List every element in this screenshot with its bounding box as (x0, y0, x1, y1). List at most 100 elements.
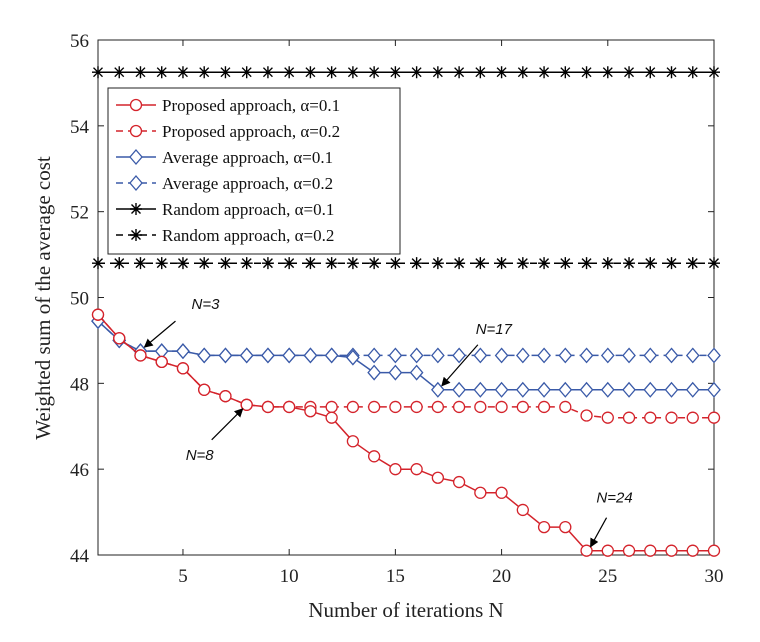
data-point (580, 544, 593, 557)
data-point (474, 486, 487, 499)
data-point (453, 257, 466, 270)
data-point (155, 355, 168, 369)
annotation-arrow (143, 320, 176, 348)
data-point (410, 400, 423, 414)
data-point (644, 411, 657, 424)
data-point (452, 475, 466, 489)
data-point (600, 347, 615, 364)
data-point (410, 66, 423, 79)
data-point (665, 66, 678, 79)
data-point (113, 66, 126, 79)
data-point (368, 257, 381, 270)
data-point (389, 66, 402, 79)
series-1 (91, 308, 721, 557)
data-point (622, 347, 636, 364)
legend-swatch-marker (129, 175, 143, 191)
data-point (516, 257, 529, 270)
legend-entry: Average approach, α=0.1 (116, 148, 333, 167)
data-point (707, 411, 721, 424)
series-5 (92, 66, 720, 79)
data-point (559, 257, 572, 270)
legend-entry: Proposed approach, α=0.1 (116, 96, 340, 115)
data-point (708, 257, 720, 270)
data-point (686, 544, 699, 557)
legend-swatch-marker (129, 98, 143, 112)
data-point (198, 66, 211, 79)
legend-label: Average approach, α=0.1 (162, 148, 333, 167)
series-line (97, 320, 714, 357)
data-point (623, 66, 636, 79)
data-point (579, 381, 594, 398)
data-point (239, 347, 254, 364)
data-point (261, 400, 275, 414)
data-point (538, 66, 551, 79)
data-point (707, 381, 721, 398)
data-point (452, 400, 466, 414)
legend-label: Random approach, α=0.2 (162, 226, 334, 245)
data-point (452, 347, 466, 364)
data-point (198, 257, 211, 270)
data-point (580, 409, 593, 422)
data-point (707, 347, 721, 364)
x-tick-label: 5 (178, 566, 188, 587)
data-point (600, 381, 615, 398)
data-point (324, 347, 339, 364)
annotation-label: N=17 (476, 321, 513, 338)
data-point (325, 411, 338, 424)
data-point (197, 347, 212, 364)
data-point (559, 520, 572, 534)
y-tick-label: 52 (70, 203, 89, 224)
y-tick-label: 50 (70, 289, 89, 310)
data-point (707, 544, 721, 557)
data-point (219, 66, 232, 79)
data-point (346, 435, 360, 448)
data-point (389, 463, 402, 476)
y-tick-label: 48 (70, 374, 89, 395)
data-point (515, 347, 530, 364)
annotation-label: N=8 (186, 447, 215, 464)
data-point (346, 257, 359, 270)
data-point (474, 257, 487, 270)
legend-entry: Proposed approach, α=0.2 (116, 122, 340, 141)
data-point (388, 347, 403, 364)
data-point (261, 347, 275, 364)
data-point (559, 400, 572, 414)
data-point (283, 66, 296, 79)
data-point (579, 347, 594, 364)
data-point (686, 257, 699, 270)
data-point (409, 347, 424, 364)
legend-label: Average approach, α=0.2 (162, 174, 333, 193)
series-6 (92, 257, 720, 270)
legend-label: Random approach, α=0.1 (162, 200, 334, 219)
data-point (622, 411, 636, 424)
data-point (516, 66, 529, 79)
data-point (283, 400, 296, 414)
annotation-arrow (590, 517, 608, 548)
data-point (664, 347, 679, 364)
y-tick-label: 44 (70, 546, 90, 567)
data-point (601, 411, 614, 424)
data-point (325, 400, 338, 414)
data-point (665, 257, 678, 270)
data-point (516, 503, 529, 517)
legend-entry: Random approach, α=0.2 (116, 226, 334, 245)
data-point (685, 347, 700, 364)
data-point (155, 257, 168, 270)
data-point (580, 257, 593, 270)
data-point (346, 349, 360, 366)
data-point (176, 66, 189, 79)
data-point (240, 66, 253, 79)
data-point (665, 544, 678, 557)
data-point (664, 381, 679, 398)
data-point (453, 66, 466, 79)
data-point (219, 257, 232, 270)
data-point (643, 381, 658, 398)
x-tick-label: 30 (705, 566, 724, 587)
data-point (559, 66, 572, 79)
data-point (304, 257, 317, 270)
data-point (643, 347, 658, 364)
data-point (113, 332, 126, 345)
data-point (473, 381, 488, 398)
data-point (176, 362, 190, 375)
data-point (644, 66, 657, 79)
